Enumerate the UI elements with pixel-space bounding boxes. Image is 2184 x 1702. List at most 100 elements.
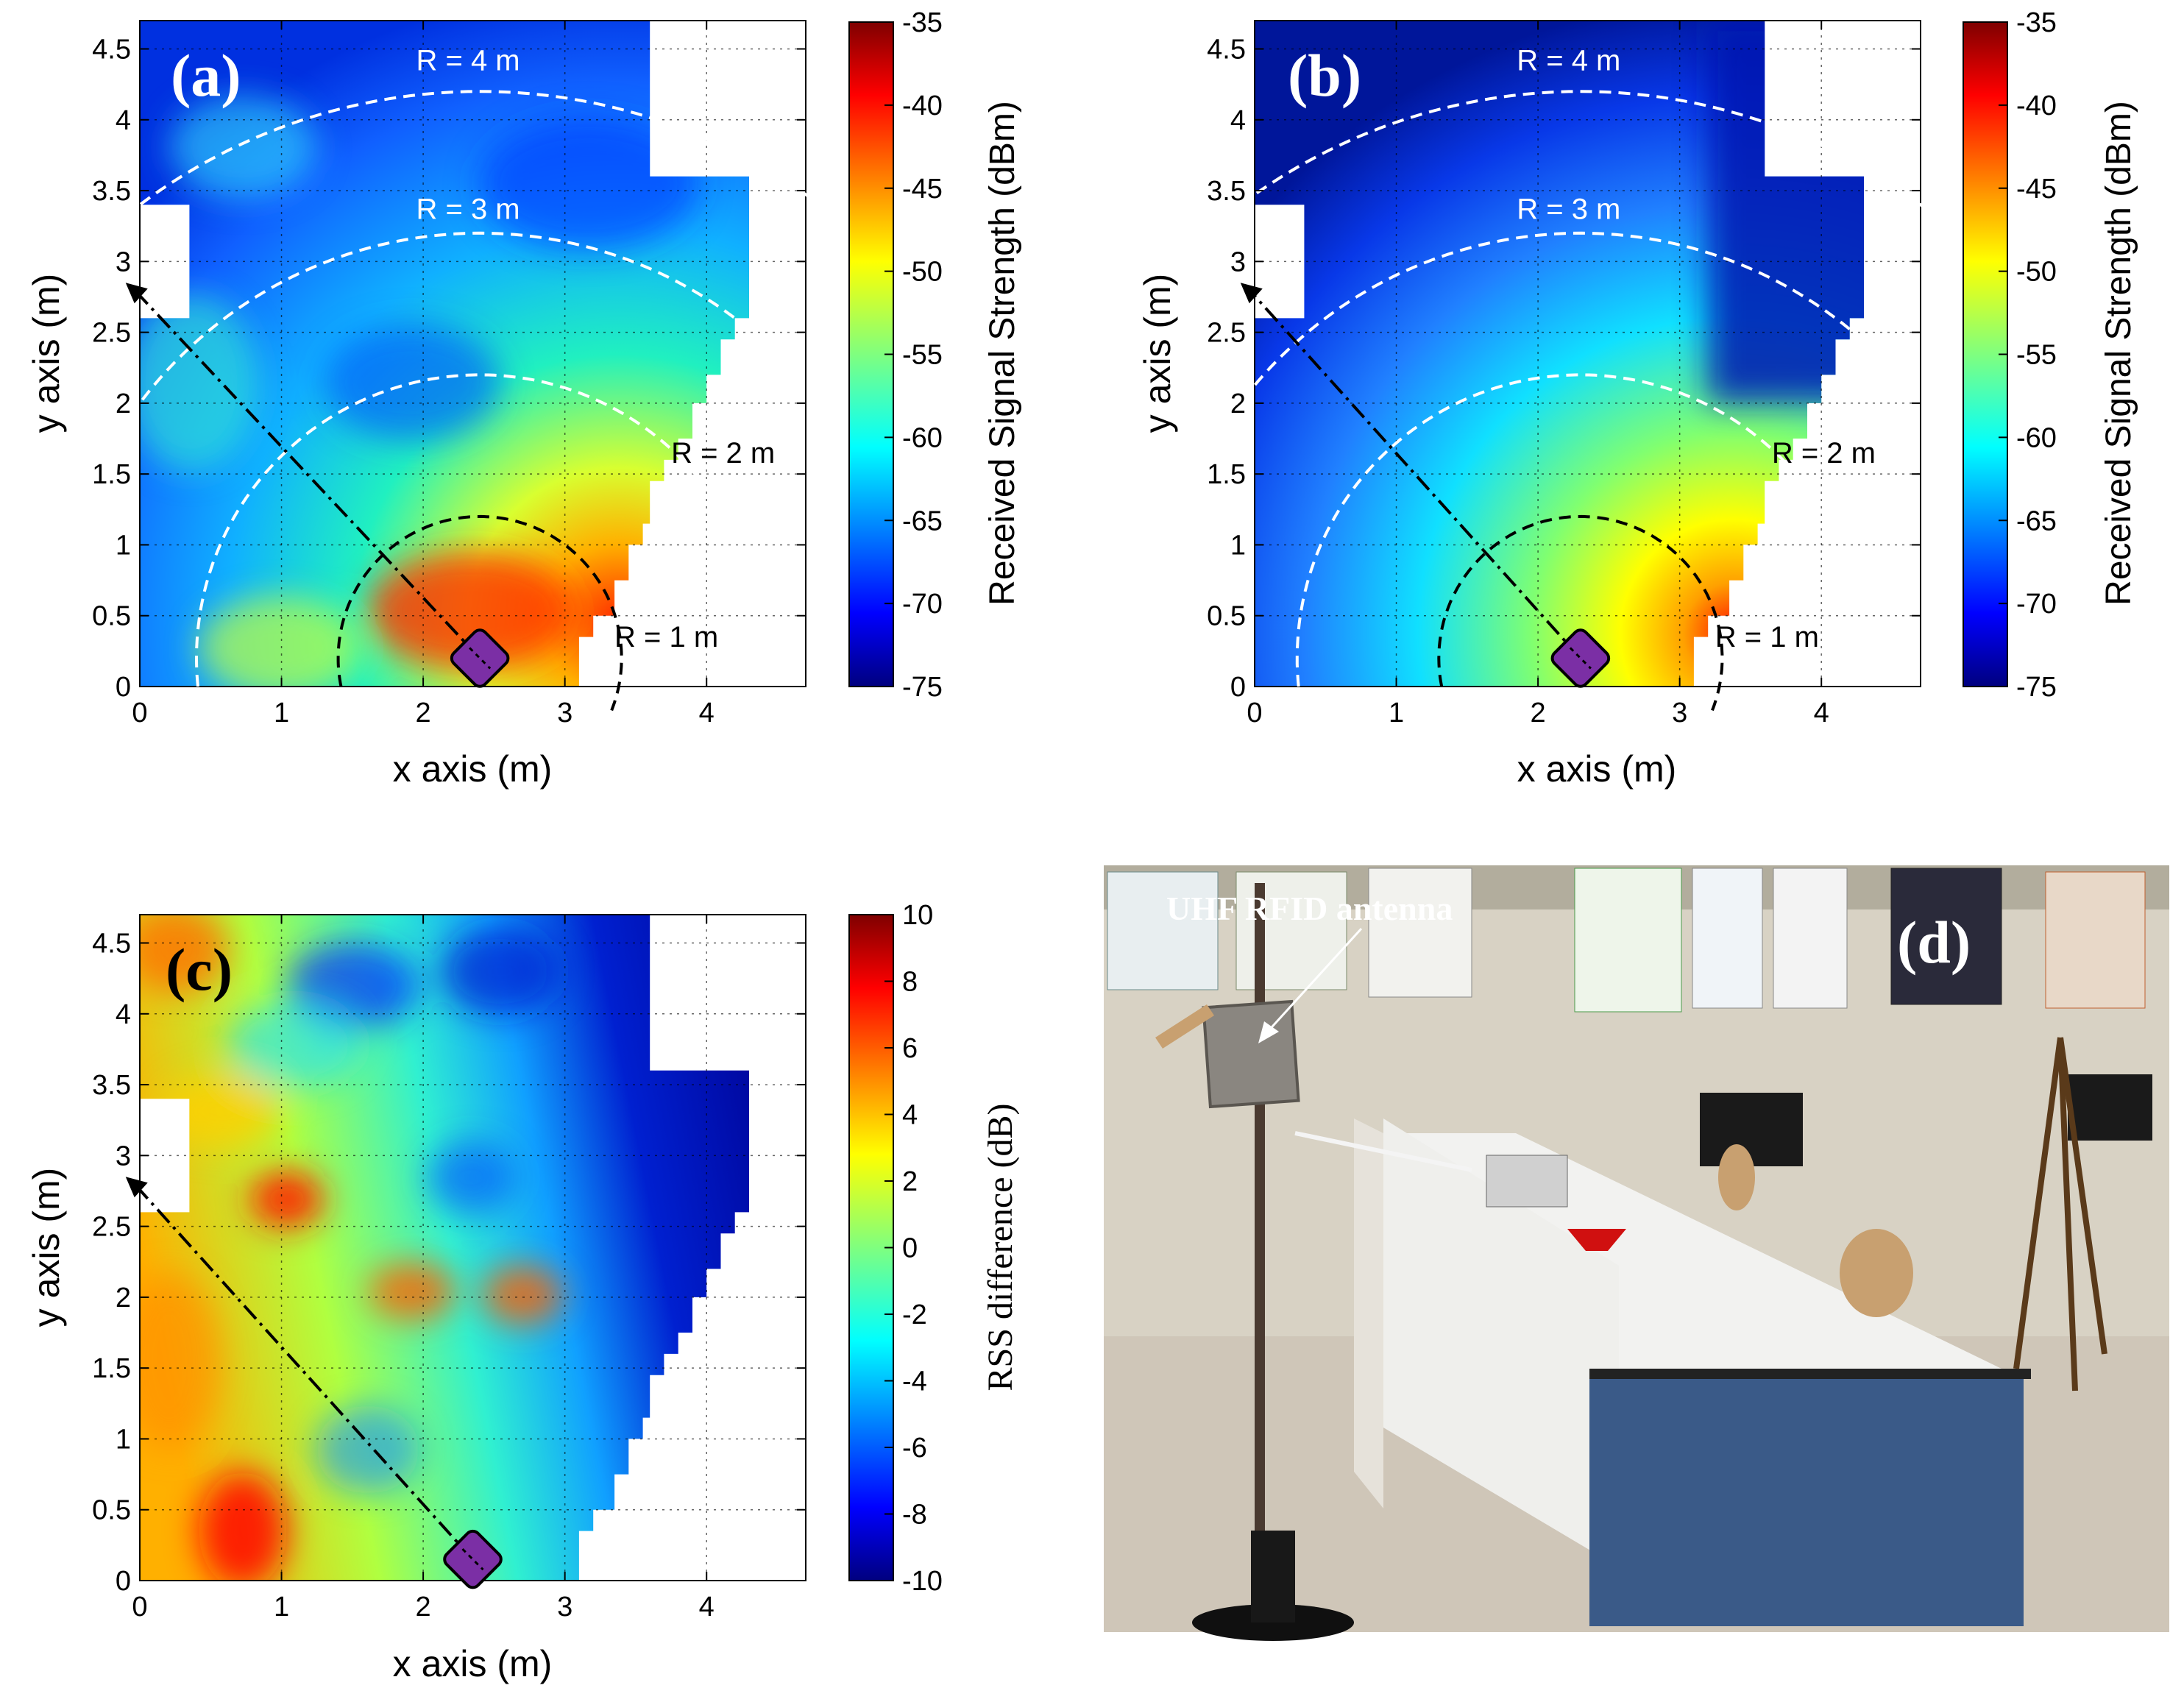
y-tick-label: 4 xyxy=(1230,105,1246,136)
y-tick-label: 3 xyxy=(116,1141,131,1171)
x-tick-label: 1 xyxy=(274,698,289,728)
y-tick-label: 3.5 xyxy=(92,1070,131,1101)
y-tick-label: 3 xyxy=(116,247,131,277)
y-tick-label: 4 xyxy=(116,999,131,1030)
panel-d-photo: UHF RFID antenna (d) xyxy=(1104,865,2169,1641)
panel-a-label: (a) xyxy=(171,42,241,109)
trajectory-line xyxy=(135,1184,474,1561)
range-circle xyxy=(194,373,715,687)
poster xyxy=(1368,868,1472,998)
y-tick-label: 1 xyxy=(116,1424,131,1455)
yellow-spot xyxy=(162,1074,280,1148)
cool-spot xyxy=(478,118,699,250)
uhf-rfid-antenna xyxy=(1202,999,1300,1109)
panel-c-colorbar-label: RSS difference (dB) xyxy=(981,1103,1020,1391)
chair xyxy=(1718,1144,1755,1210)
panel-b-ticks: 0 1 2 3 4 0 0.5 1 1.5 2 2.5 3 3.5 4 4.5 xyxy=(1207,21,1921,728)
y-tick-label: 2.5 xyxy=(1207,318,1246,349)
colorbar-tick-label: -65 xyxy=(902,506,943,536)
panel-a-range-circles: R = 1 m R = 2 m R = 3 m R = 4 m xyxy=(0,44,952,712)
blue-spot xyxy=(442,927,559,1015)
y-tick-label: 1.5 xyxy=(92,459,131,490)
orange-spot xyxy=(140,915,228,993)
trajectory-arrowhead xyxy=(125,1177,148,1198)
colorbar-tick-label: -75 xyxy=(2016,672,2057,703)
panel-c-xlabel: x axis (m) xyxy=(393,1643,553,1684)
x-tick-label: 3 xyxy=(557,1592,572,1623)
panel-b-grid xyxy=(1255,21,1921,687)
colorbar-tick-label: -8 xyxy=(902,1500,927,1531)
tripod-leg xyxy=(2057,1037,2107,1355)
x-tick-label: 0 xyxy=(1247,698,1262,728)
colorbar-tick-label: -50 xyxy=(2016,257,2057,288)
colorbar-tick-label: 10 xyxy=(902,900,933,931)
panel-b-axes-box xyxy=(1254,20,1921,687)
cyan-spot xyxy=(140,294,258,471)
monitor xyxy=(1700,1093,1803,1166)
y-tick-label: 3.5 xyxy=(92,176,131,207)
panel-a-antenna-marker xyxy=(450,628,510,688)
monitor xyxy=(2068,1074,2152,1141)
panel-a-ticks: 0 1 2 3 4 0 0.5 1 1.5 2 2.5 3 3.5 4 4.5 xyxy=(92,21,806,728)
panel-b-antenna-marker xyxy=(1550,628,1611,688)
poster xyxy=(1890,868,2002,1005)
x-tick-label: 0 xyxy=(132,1592,147,1623)
colorbar-tick-label: -50 xyxy=(902,257,943,288)
poster xyxy=(2045,871,2146,1009)
panel-a-ylabel: y axis (m) xyxy=(26,274,67,433)
panel-c: 0 1 2 3 4 0 0.5 1 1.5 2 2.5 3 3.5 4 4.5 (c) x axis (m)… xyxy=(26,900,1020,1684)
range-circle-label: R = 3 m xyxy=(416,194,520,226)
y-tick-label: 4 xyxy=(116,105,131,136)
panel-c-ticks: 0 1 2 3 4 0 0.5 1 1.5 2 2.5 3 3.5 4 4.5 xyxy=(92,915,806,1623)
trajectory-line xyxy=(135,290,481,659)
antenna-diamond xyxy=(1550,628,1611,688)
x-tick-label: 1 xyxy=(1389,698,1404,728)
photo-annotation: UHF RFID antenna xyxy=(1166,890,1453,927)
poster xyxy=(1107,871,1219,990)
range-circle xyxy=(53,231,793,687)
y-tick-label: 2.5 xyxy=(92,318,131,349)
range-circle-label: R = 2 m xyxy=(671,437,775,469)
panel-a-heatmap xyxy=(140,21,749,687)
colorbar-tick-label: -4 xyxy=(902,1366,927,1397)
panel-d-label: (d) xyxy=(1897,909,1971,976)
y-tick-label: 2 xyxy=(116,389,131,419)
y-tick-label: 0 xyxy=(1230,672,1246,703)
range-circle xyxy=(1154,231,1893,687)
range-circle-label: R = 2 m xyxy=(1772,437,1876,469)
blue-spot xyxy=(427,1141,515,1214)
panel-a-trajectory-arrow xyxy=(125,283,481,659)
orange-spot xyxy=(482,1266,563,1325)
panel-b-range-circles: R = 1 m R = 2 m R = 3 m R = 4 m xyxy=(1012,44,2052,712)
x-tick-label: 2 xyxy=(416,1592,431,1623)
colorbar-tick-label: -55 xyxy=(902,340,943,371)
colorbar-tick-label: -55 xyxy=(2016,340,2057,371)
panel-c-colorbar-ticks: 10 8 6 4 2 0 -2 -4 -6 -8 -10 xyxy=(884,900,943,1597)
y-tick-label: 0.5 xyxy=(1207,601,1246,632)
colorbar-tick-label: -45 xyxy=(902,174,943,205)
trajectory-line xyxy=(1249,290,1582,659)
y-tick-label: 1 xyxy=(1230,530,1246,561)
antenna-diamond xyxy=(443,1529,503,1589)
panel-b-xlabel: x axis (m) xyxy=(1517,748,1677,790)
range-circle-label: R = 1 m xyxy=(614,621,718,653)
range-circle-label: R = 4 m xyxy=(416,44,520,77)
trajectory-arrowhead xyxy=(125,283,148,304)
annotation-arrow-shaft xyxy=(1264,927,1363,1035)
panel-b-colorbar-label: Received Signal Strength (dBm) xyxy=(2099,101,2138,606)
panel-b-deep-blue-region xyxy=(1707,21,1864,403)
panel-a-xlabel: x axis (m) xyxy=(393,748,553,790)
antenna-diamond xyxy=(450,628,510,688)
y-tick-label: 3 xyxy=(1230,247,1246,277)
warm-spot xyxy=(199,596,361,687)
colorbar-tick-label: -60 xyxy=(2016,422,2057,453)
y-tick-label: 0.5 xyxy=(92,601,131,632)
colorbar-tick-label: -45 xyxy=(2016,174,2057,205)
antenna-mast-foot xyxy=(1251,1531,1295,1623)
y-tick-label: 4.5 xyxy=(92,929,131,960)
red-spot xyxy=(199,1472,287,1581)
panel-a-colorbar-ticks: -35 -40 -45 -50 -55 -60 -65 -70 -75 xyxy=(884,7,943,703)
colorbar-tick-label: -60 xyxy=(902,422,943,453)
x-tick-label: 4 xyxy=(1814,698,1829,728)
panel-b-ylabel: y axis (m) xyxy=(1137,274,1178,433)
